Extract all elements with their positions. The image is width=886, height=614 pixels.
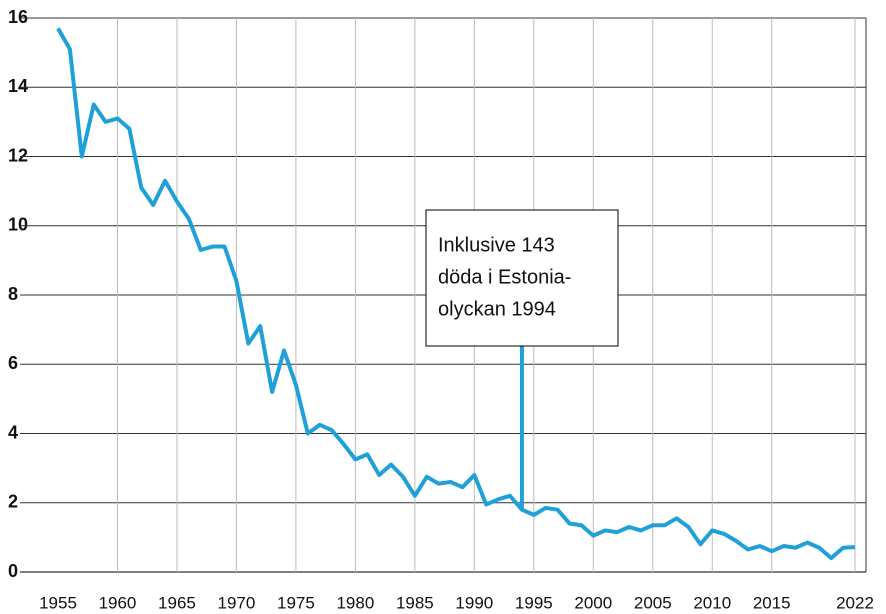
y-tick-label: 8: [8, 284, 18, 304]
x-tick-label: 2022: [836, 593, 874, 612]
y-tick-label: 10: [8, 215, 28, 235]
y-tick-label: 6: [8, 353, 18, 373]
y-tick-label: 4: [8, 422, 18, 442]
x-tick-label: 1960: [99, 593, 137, 612]
x-tick-label: 1970: [218, 593, 256, 612]
x-tick-label: 2010: [693, 593, 731, 612]
y-tick-label: 16: [8, 7, 28, 27]
y-tick-label: 14: [8, 76, 28, 96]
x-tick-label: 1985: [396, 593, 434, 612]
x-tick-label: 1990: [455, 593, 493, 612]
line: [56, 27, 856, 561]
y-tick-label: 12: [8, 145, 28, 165]
x-tick-label: 1965: [158, 593, 196, 612]
annotation-box: [425, 209, 619, 347]
x-tick-label: 1980: [336, 593, 374, 612]
x-tick-label: 1955: [39, 593, 77, 612]
annotation-text: Inklusive 143: [438, 234, 555, 256]
y-tick-label: 2: [8, 492, 18, 512]
y-tick-label: 0: [8, 561, 18, 581]
x-tick-label: 1975: [277, 593, 315, 612]
x-tick-label: 2000: [574, 593, 612, 612]
x-tick-label: 1995: [515, 593, 553, 612]
x-tick-label: 2015: [753, 593, 791, 612]
annotation-text: olyckan 1994: [438, 298, 556, 320]
annotation-text: döda i Estonia-: [438, 266, 571, 288]
x-tick-label: 2005: [634, 593, 672, 612]
